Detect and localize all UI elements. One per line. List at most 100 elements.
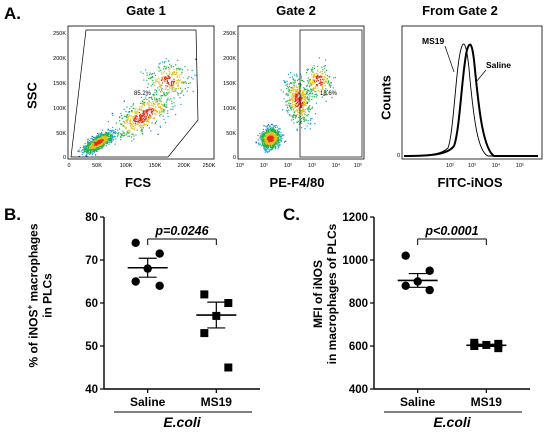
density-dot bbox=[120, 136, 122, 139]
density-dot bbox=[90, 149, 93, 151]
density-dot bbox=[306, 107, 308, 109]
density-dot bbox=[172, 108, 174, 110]
density-dot bbox=[266, 133, 268, 135]
density-dot bbox=[322, 87, 324, 90]
density-dot bbox=[138, 119, 140, 121]
density-dot bbox=[175, 64, 177, 66]
density-dot bbox=[87, 150, 89, 152]
density-dot bbox=[295, 75, 298, 77]
density-dot bbox=[287, 95, 289, 97]
density-dot bbox=[148, 109, 150, 111]
density-dot bbox=[111, 112, 113, 115]
density-dot bbox=[327, 81, 329, 83]
density-dot bbox=[162, 105, 164, 107]
density-dot bbox=[104, 141, 106, 143]
density-dot bbox=[89, 151, 91, 153]
density-dot bbox=[173, 80, 175, 83]
density-dot bbox=[177, 85, 179, 87]
density-dot bbox=[154, 113, 156, 115]
density-dot bbox=[294, 114, 296, 116]
density-dot bbox=[148, 97, 150, 99]
density-dot bbox=[302, 117, 304, 119]
density-dot bbox=[145, 121, 147, 123]
density-dot bbox=[180, 87, 182, 89]
density-dot bbox=[138, 109, 141, 111]
density-dot bbox=[105, 135, 107, 137]
density-dot bbox=[320, 80, 322, 82]
density-dot bbox=[315, 80, 318, 82]
gate1-ylabel: SSC bbox=[24, 82, 40, 109]
density-dot bbox=[135, 115, 137, 117]
density-dot bbox=[106, 141, 108, 144]
density-dot bbox=[292, 97, 294, 99]
density-dot bbox=[173, 102, 175, 104]
density-dot bbox=[272, 135, 274, 137]
density-dot bbox=[120, 133, 122, 135]
density-dot bbox=[139, 108, 141, 110]
density-dot bbox=[300, 100, 302, 102]
density-dot bbox=[176, 80, 178, 82]
density-dot bbox=[115, 131, 117, 133]
density-dot bbox=[114, 130, 116, 132]
density-dot bbox=[154, 99, 156, 101]
density-dot bbox=[110, 129, 112, 132]
density-dot bbox=[294, 95, 296, 97]
density-dot bbox=[90, 147, 92, 149]
density-dot bbox=[95, 150, 97, 152]
density-dot bbox=[318, 57, 320, 59]
density-dot bbox=[90, 138, 92, 140]
density-dot bbox=[264, 149, 266, 151]
density-dot bbox=[131, 110, 133, 112]
density-dot bbox=[97, 140, 99, 142]
density-dot bbox=[134, 121, 136, 123]
density-dot bbox=[145, 123, 147, 126]
density-dot bbox=[126, 117, 128, 119]
density-dot bbox=[259, 137, 261, 139]
density-dot bbox=[129, 118, 131, 120]
density-dot bbox=[293, 115, 295, 117]
density-dot bbox=[264, 144, 266, 146]
density-dot bbox=[306, 68, 308, 70]
density-dot bbox=[110, 134, 113, 136]
density-dot bbox=[130, 122, 132, 125]
density-dot bbox=[156, 78, 158, 80]
density-dot bbox=[135, 124, 137, 126]
density-dot bbox=[312, 77, 314, 79]
density-dot bbox=[274, 146, 276, 148]
density-dot bbox=[125, 127, 127, 129]
density-dot bbox=[330, 82, 332, 84]
density-dot bbox=[281, 137, 283, 139]
density-dot bbox=[163, 118, 165, 120]
density-dot bbox=[323, 76, 325, 78]
density-dot bbox=[159, 85, 161, 87]
density-dot bbox=[140, 110, 143, 112]
density-dot bbox=[296, 75, 298, 77]
density-dot bbox=[105, 139, 107, 141]
density-dot bbox=[293, 86, 295, 88]
density-dot bbox=[299, 90, 301, 92]
density-dot bbox=[170, 98, 172, 100]
density-dot bbox=[287, 104, 289, 106]
density-dot bbox=[283, 134, 285, 136]
density-dot bbox=[138, 112, 141, 114]
density-dot bbox=[93, 149, 95, 151]
density-dot bbox=[101, 146, 103, 148]
density-dot bbox=[168, 99, 170, 101]
density-dot bbox=[93, 151, 95, 153]
density-dot bbox=[163, 65, 165, 68]
density-dot bbox=[262, 144, 264, 146]
density-dot bbox=[271, 135, 273, 137]
density-dot bbox=[314, 96, 316, 98]
density-dot bbox=[317, 76, 319, 78]
density-dot bbox=[139, 117, 142, 119]
density-dot bbox=[96, 136, 98, 138]
gate2-xtick-1: 10¹ bbox=[260, 163, 268, 169]
density-dot bbox=[296, 102, 298, 104]
density-dot bbox=[98, 140, 100, 142]
density-dot bbox=[161, 82, 164, 84]
density-dot bbox=[276, 144, 278, 146]
x-tick-label: MS19 bbox=[471, 395, 503, 409]
density-dot bbox=[290, 119, 293, 121]
density-dot bbox=[95, 141, 97, 143]
density-dot bbox=[273, 135, 275, 137]
